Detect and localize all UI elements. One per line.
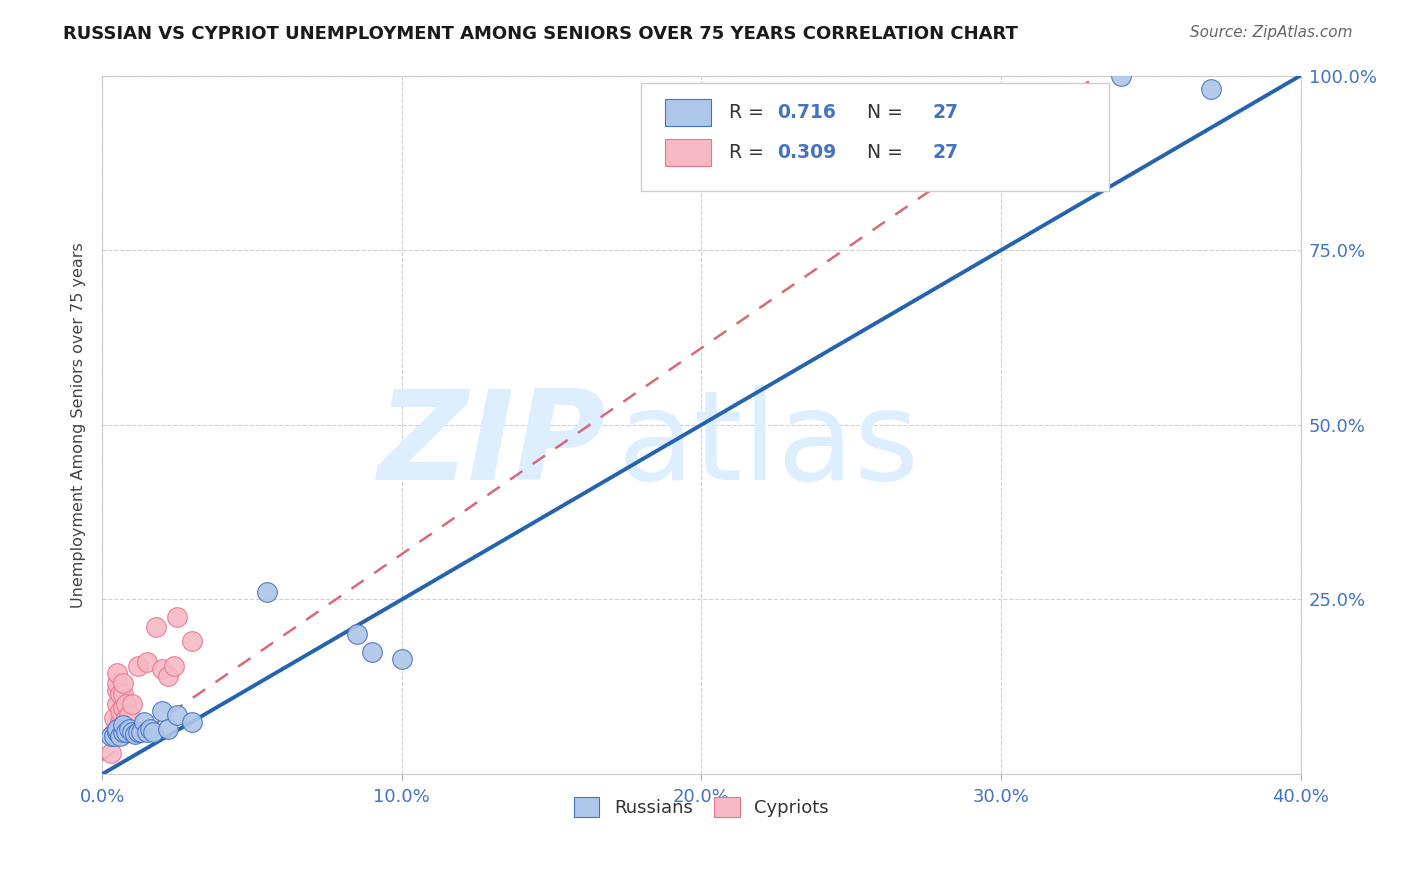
Text: 27: 27 bbox=[932, 103, 959, 122]
FancyBboxPatch shape bbox=[665, 99, 711, 126]
Point bbox=[127, 725, 149, 739]
Point bbox=[166, 610, 188, 624]
Point bbox=[100, 729, 122, 743]
Point bbox=[136, 656, 159, 670]
Point bbox=[118, 722, 141, 736]
Point bbox=[346, 627, 368, 641]
Y-axis label: Unemployment Among Seniors over 75 years: Unemployment Among Seniors over 75 years bbox=[72, 242, 86, 607]
Point bbox=[181, 714, 204, 729]
Text: ZIP: ZIP bbox=[377, 385, 606, 507]
Point bbox=[121, 725, 143, 739]
Point bbox=[129, 725, 152, 739]
Text: N =: N = bbox=[866, 143, 908, 161]
Point bbox=[157, 722, 180, 736]
Point bbox=[108, 704, 131, 718]
Text: 0.309: 0.309 bbox=[778, 143, 837, 161]
Point bbox=[105, 722, 128, 736]
Point bbox=[142, 725, 165, 739]
Point bbox=[112, 722, 135, 736]
Point bbox=[136, 725, 159, 739]
Point bbox=[105, 725, 128, 739]
Point bbox=[181, 634, 204, 648]
Point bbox=[360, 645, 382, 659]
Point bbox=[157, 669, 180, 683]
Point bbox=[105, 683, 128, 698]
Point bbox=[134, 714, 156, 729]
Point bbox=[127, 658, 149, 673]
Point bbox=[108, 714, 131, 729]
Point bbox=[108, 687, 131, 701]
Text: 0.716: 0.716 bbox=[778, 103, 835, 122]
Point bbox=[103, 725, 125, 739]
Point bbox=[166, 707, 188, 722]
Point bbox=[115, 725, 138, 739]
Point bbox=[256, 585, 278, 599]
Point bbox=[105, 676, 128, 690]
Point bbox=[105, 665, 128, 680]
Point bbox=[103, 729, 125, 743]
Point bbox=[118, 707, 141, 722]
Text: atlas: atlas bbox=[617, 385, 920, 507]
Point bbox=[150, 662, 173, 676]
Point bbox=[391, 652, 413, 666]
Point bbox=[112, 676, 135, 690]
Point bbox=[139, 722, 162, 736]
Text: RUSSIAN VS CYPRIOT UNEMPLOYMENT AMONG SENIORS OVER 75 YEARS CORRELATION CHART: RUSSIAN VS CYPRIOT UNEMPLOYMENT AMONG SE… bbox=[63, 25, 1018, 43]
Point bbox=[112, 718, 135, 732]
Text: 27: 27 bbox=[932, 143, 959, 161]
Text: R =: R = bbox=[728, 143, 770, 161]
Point bbox=[112, 725, 135, 739]
Point bbox=[115, 698, 138, 712]
Point bbox=[115, 711, 138, 725]
Text: N =: N = bbox=[866, 103, 908, 122]
Point bbox=[105, 698, 128, 712]
Point bbox=[121, 698, 143, 712]
Point bbox=[1199, 82, 1222, 96]
Point bbox=[108, 729, 131, 743]
Point bbox=[112, 687, 135, 701]
Point bbox=[103, 711, 125, 725]
Point bbox=[112, 700, 135, 714]
Point bbox=[124, 726, 146, 740]
Point bbox=[100, 746, 122, 760]
Text: R =: R = bbox=[728, 103, 770, 122]
Point bbox=[163, 658, 186, 673]
Point bbox=[1109, 69, 1132, 83]
Point bbox=[108, 725, 131, 739]
Text: Source: ZipAtlas.com: Source: ZipAtlas.com bbox=[1189, 25, 1353, 40]
Legend: Russians, Cypriots: Russians, Cypriots bbox=[567, 790, 837, 824]
Point bbox=[150, 704, 173, 718]
FancyBboxPatch shape bbox=[665, 139, 711, 166]
Point bbox=[145, 620, 167, 634]
FancyBboxPatch shape bbox=[641, 82, 1109, 191]
